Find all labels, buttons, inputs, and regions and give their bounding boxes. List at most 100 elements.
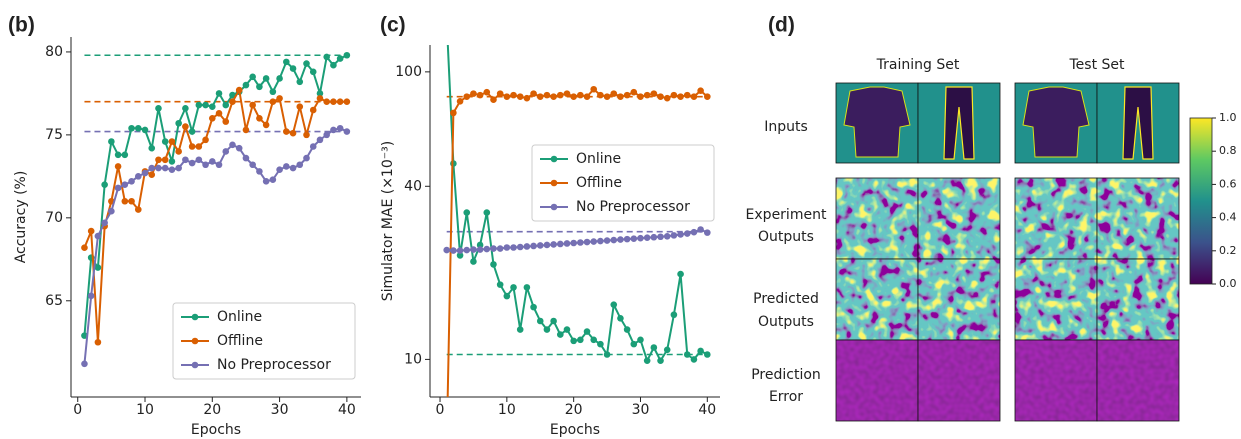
point xyxy=(336,124,344,132)
point xyxy=(443,246,451,254)
point xyxy=(134,173,142,180)
point xyxy=(556,331,564,338)
point xyxy=(175,164,182,172)
point xyxy=(597,237,604,245)
point xyxy=(182,105,189,112)
point xyxy=(289,129,297,137)
x-axis-label: Epochs xyxy=(550,422,600,438)
legend-marker xyxy=(191,313,199,321)
point xyxy=(657,93,664,100)
point xyxy=(330,98,337,106)
point xyxy=(456,252,464,259)
point xyxy=(450,247,457,254)
point xyxy=(222,118,230,125)
point xyxy=(316,95,324,102)
point xyxy=(296,103,304,110)
y-axis-label: Simulator MAE (×10⁻³) xyxy=(380,141,396,301)
legend-label: Offline xyxy=(576,175,622,191)
point xyxy=(242,126,250,134)
point xyxy=(256,168,263,175)
tile-border xyxy=(917,82,1001,164)
point xyxy=(155,156,162,164)
colorbar-tick-label: 0.8 xyxy=(1219,144,1237,157)
point xyxy=(195,143,203,150)
y-axis-label: Accuracy (%) xyxy=(13,171,29,264)
point xyxy=(663,346,671,354)
point xyxy=(597,91,604,99)
point xyxy=(570,239,577,247)
row-label: Predicted xyxy=(753,291,819,307)
point xyxy=(643,91,651,99)
point xyxy=(630,340,638,348)
image-tile xyxy=(836,340,918,421)
point xyxy=(704,351,711,358)
point xyxy=(516,243,524,251)
legend-marker xyxy=(191,337,199,345)
point xyxy=(650,90,658,97)
point xyxy=(249,161,256,169)
point xyxy=(503,292,511,300)
point xyxy=(188,143,196,150)
panel-label: (c) xyxy=(380,14,406,37)
point xyxy=(108,207,115,215)
series-line xyxy=(83,127,348,364)
point xyxy=(530,303,537,311)
point xyxy=(256,114,263,122)
point xyxy=(583,328,591,335)
series-line xyxy=(83,54,348,336)
point xyxy=(543,326,551,333)
point xyxy=(269,176,277,183)
point xyxy=(683,91,691,99)
point xyxy=(182,123,189,130)
x-tick-label: 10 xyxy=(136,402,154,418)
point xyxy=(530,90,537,97)
point xyxy=(242,81,250,89)
point xyxy=(617,236,624,243)
point xyxy=(623,91,631,99)
point xyxy=(677,270,684,278)
image-tile xyxy=(836,259,918,340)
point xyxy=(283,163,290,170)
panel-label: (b) xyxy=(8,14,35,37)
row-label: Inputs xyxy=(764,119,808,135)
point xyxy=(610,301,618,308)
point xyxy=(590,238,598,245)
x-tick-label: 30 xyxy=(271,402,289,418)
image-grid: Training Set Test Set Inputs Experiment Ou… xyxy=(746,57,1237,422)
x-axis-label: Epochs xyxy=(191,422,241,438)
point xyxy=(269,88,277,96)
point xyxy=(450,109,457,117)
point xyxy=(563,326,571,333)
plot-area xyxy=(443,45,711,397)
series-line xyxy=(83,87,347,343)
point xyxy=(483,88,491,96)
point xyxy=(188,159,196,167)
point xyxy=(343,51,351,59)
image-tile xyxy=(918,178,1000,259)
point xyxy=(483,209,491,216)
point xyxy=(496,90,504,97)
point xyxy=(623,235,631,243)
point xyxy=(323,53,330,61)
point xyxy=(309,106,317,114)
point xyxy=(610,236,618,244)
point xyxy=(309,143,317,150)
point xyxy=(476,241,484,249)
point xyxy=(630,88,638,96)
point xyxy=(550,317,557,325)
point xyxy=(583,238,591,246)
point xyxy=(550,241,557,248)
point xyxy=(121,151,129,159)
legend-label: Online xyxy=(217,309,262,325)
point xyxy=(570,337,577,345)
point xyxy=(336,98,344,106)
x-tick-label: 0 xyxy=(73,402,82,418)
point xyxy=(175,119,182,127)
point xyxy=(663,94,671,102)
point xyxy=(536,93,544,100)
point xyxy=(643,234,651,242)
point xyxy=(215,110,223,117)
point xyxy=(202,101,209,109)
point xyxy=(229,141,236,149)
point xyxy=(148,164,156,172)
